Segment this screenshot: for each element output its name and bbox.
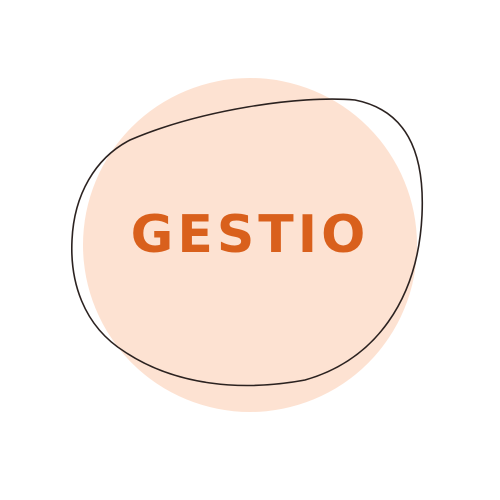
brand-name: GESTIO <box>130 205 370 265</box>
hand-drawn-outline <box>71 98 424 387</box>
background-circle <box>83 78 417 412</box>
